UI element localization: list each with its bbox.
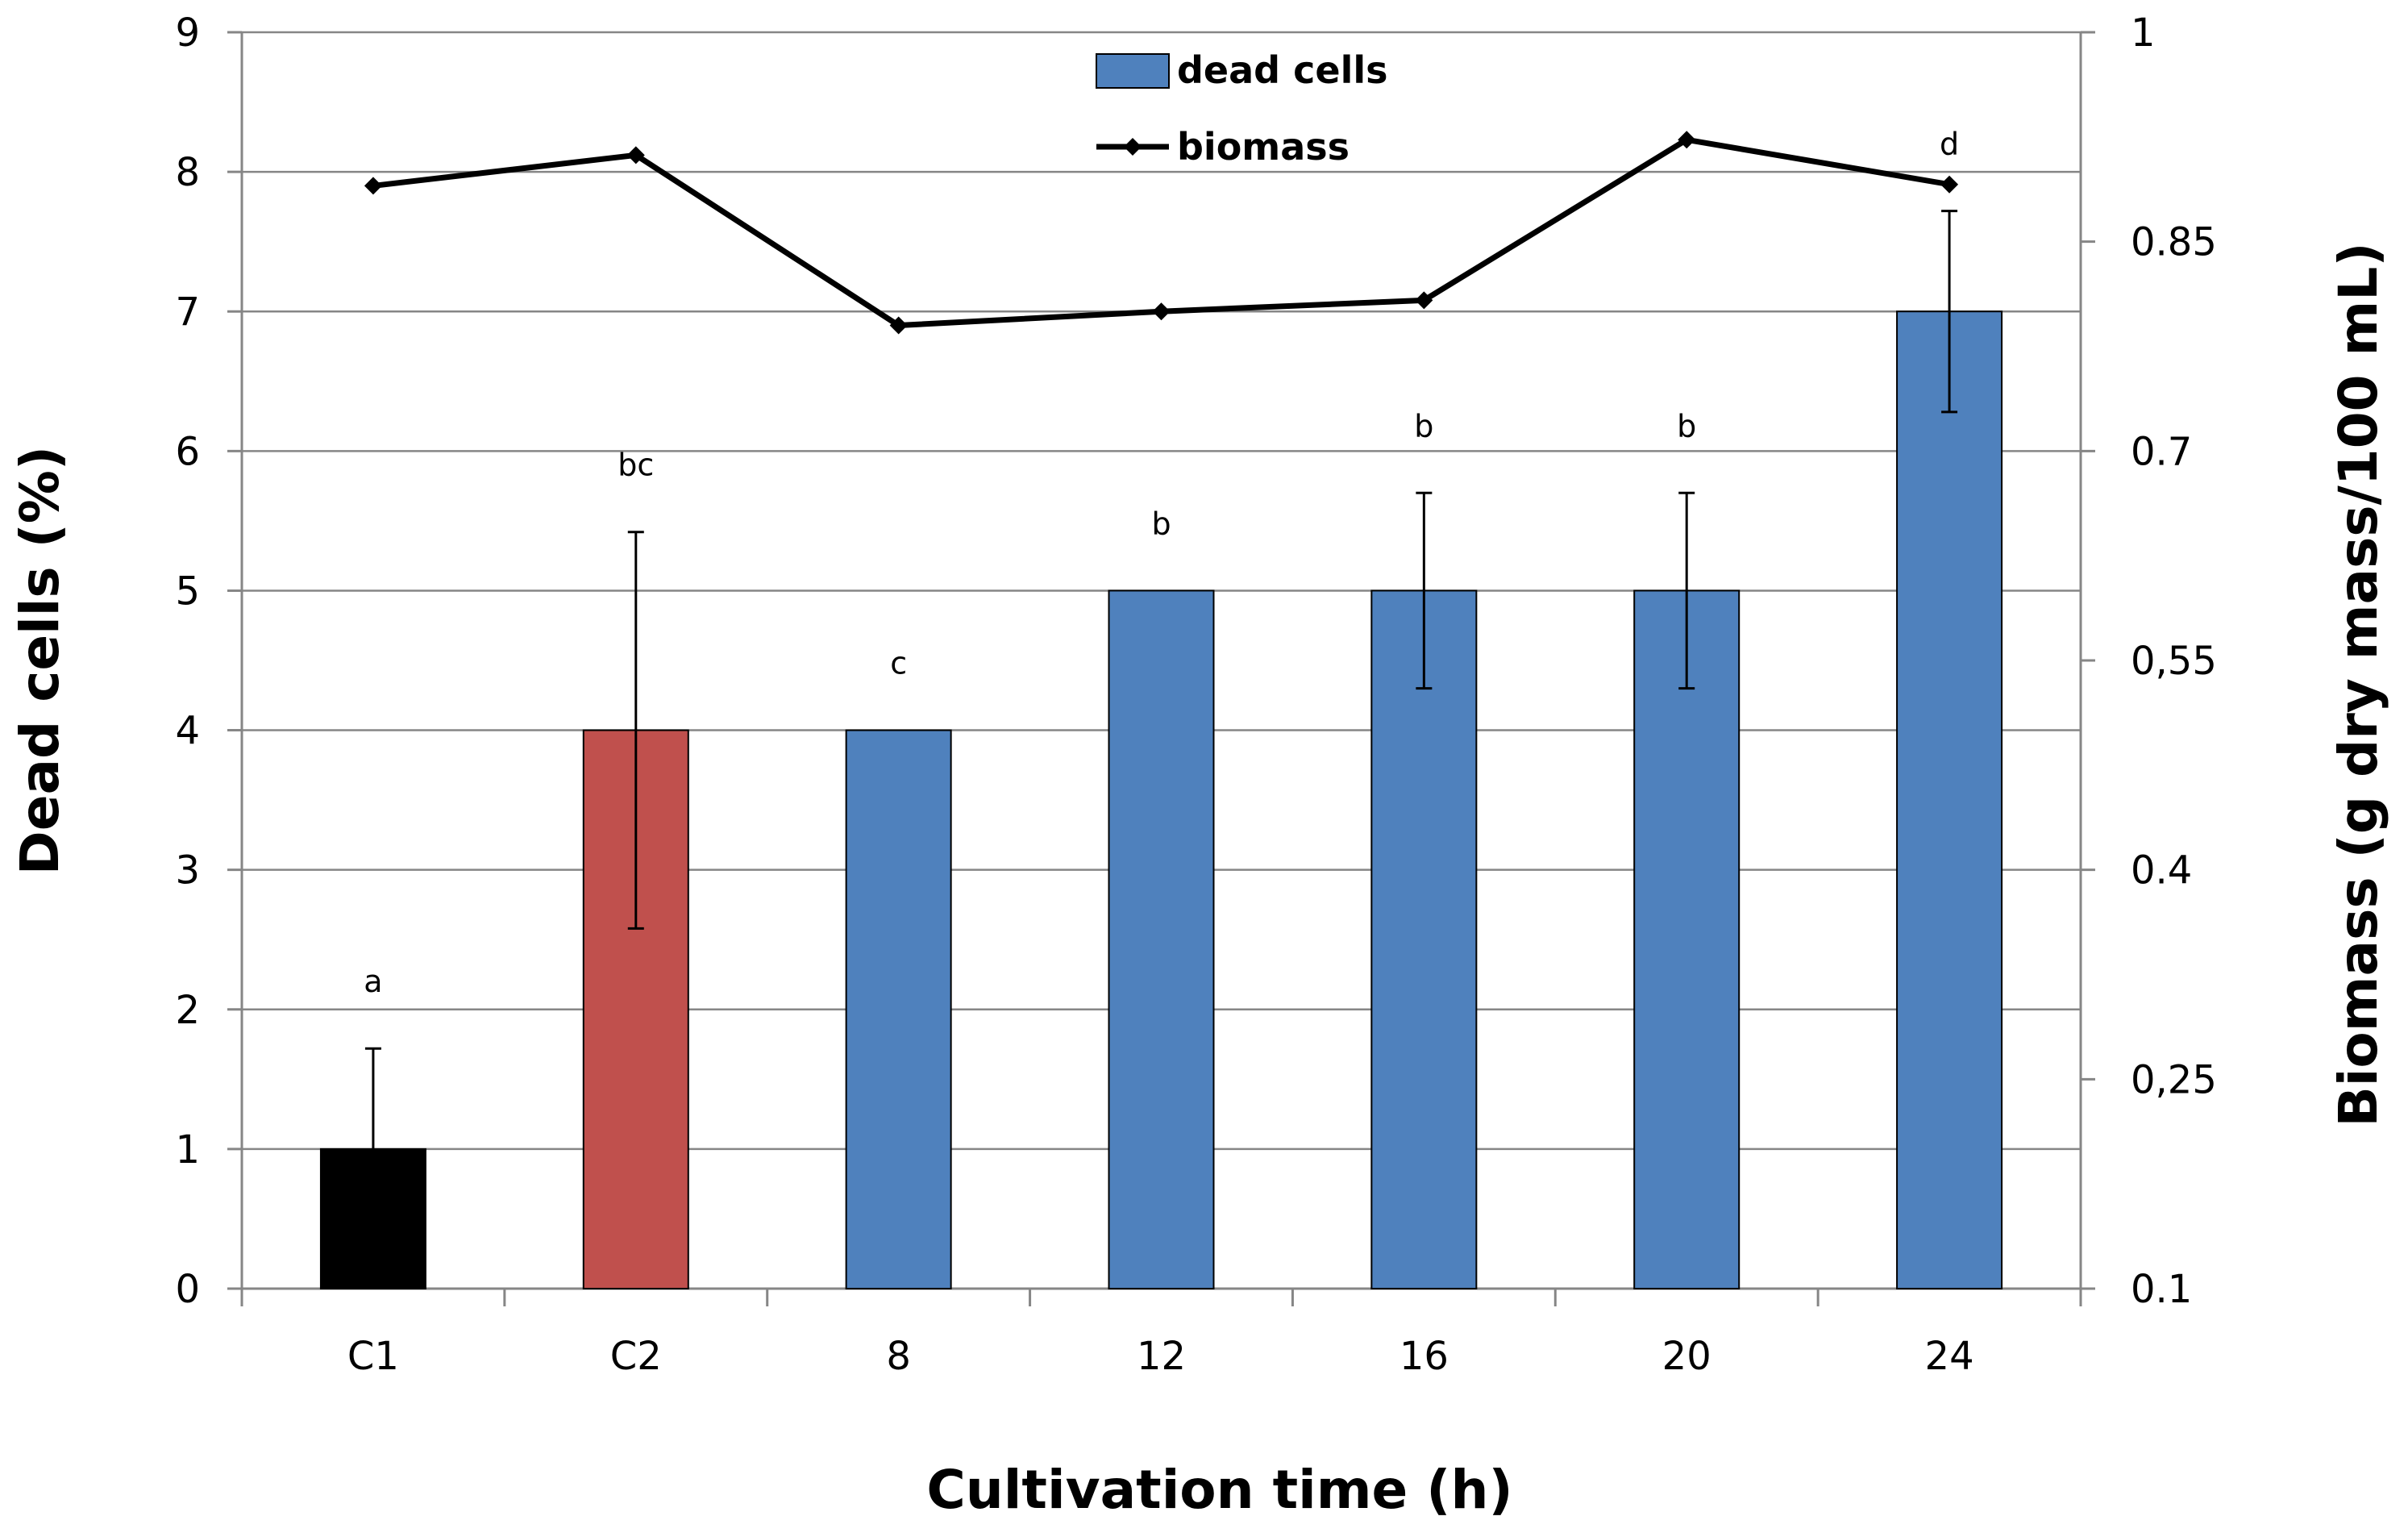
y-tick-label-left: 9 [175, 10, 200, 56]
biomass-point [626, 146, 645, 165]
y-tick-label-right: 0.7 [2131, 429, 2192, 474]
significance-label: b [1677, 408, 1696, 444]
x-tick-label: C1 [347, 1334, 399, 1379]
x-tick-label: 20 [1662, 1334, 1711, 1379]
y-axis-title-left: Dead cells (%) [9, 446, 71, 875]
x-axis-title: Cultivation time (h) [926, 1459, 1512, 1521]
y-tick-label-right: 1 [2131, 10, 2156, 56]
legend-line-marker [1124, 138, 1142, 156]
significance-label: a [364, 964, 382, 999]
biomass-line [372, 136, 1950, 329]
significance-label: c [890, 646, 907, 681]
significance-label: b [1414, 408, 1433, 444]
y-tick-label-right: 0.4 [2131, 848, 2192, 893]
bar-dead-cells [1108, 589, 1215, 1289]
y-tick-label-left: 7 [175, 289, 200, 335]
y-tick-label-left: 2 [175, 988, 200, 1033]
y-tick-label-left: 5 [175, 569, 200, 614]
y-tick-label-left: 1 [175, 1127, 200, 1173]
significance-label: b [1151, 506, 1171, 541]
x-tick-label: C2 [610, 1334, 662, 1379]
bar-dead-cells [1370, 589, 1478, 1289]
x-tick-label: 12 [1137, 1334, 1186, 1379]
biomass-point [1940, 175, 1959, 194]
y-axis-title-right: Biomass (g dry mass/100 mL) [2327, 242, 2389, 1127]
y-tick-label-right: 0,55 [2131, 639, 2217, 684]
biomass-point [889, 316, 908, 335]
biomass-point [1678, 131, 1696, 149]
y-tick-label-left: 6 [175, 429, 200, 474]
biomass-point [1415, 291, 1433, 310]
y-tick-label-right: 0,25 [2131, 1057, 2217, 1102]
y-tick-label-left: 8 [175, 150, 200, 195]
biomass-point [1152, 302, 1171, 321]
bar-dead-cells [1633, 589, 1740, 1289]
bar-dead-cells [845, 729, 952, 1289]
significance-label: bc [618, 448, 654, 483]
y-tick-label-right: 0.1 [2131, 1267, 2192, 1312]
significance-label: d [1940, 127, 1959, 162]
legend-bar-swatch [1096, 53, 1170, 89]
legend-label-biomass: biomass [1177, 125, 1350, 169]
x-tick-label: 8 [886, 1334, 911, 1379]
x-tick-label: 24 [1925, 1334, 1974, 1379]
biomass-point [364, 177, 382, 195]
bar-dead-cells [1896, 310, 2003, 1290]
y-tick-label-right: 0.85 [2131, 220, 2217, 265]
legend-label-dead-cells: dead cells [1177, 48, 1388, 92]
y-tick-label-left: 3 [175, 848, 200, 893]
y-tick-label-left: 4 [175, 709, 200, 754]
y-tick-label-left: 0 [175, 1267, 200, 1312]
x-tick-label: 16 [1399, 1334, 1449, 1379]
